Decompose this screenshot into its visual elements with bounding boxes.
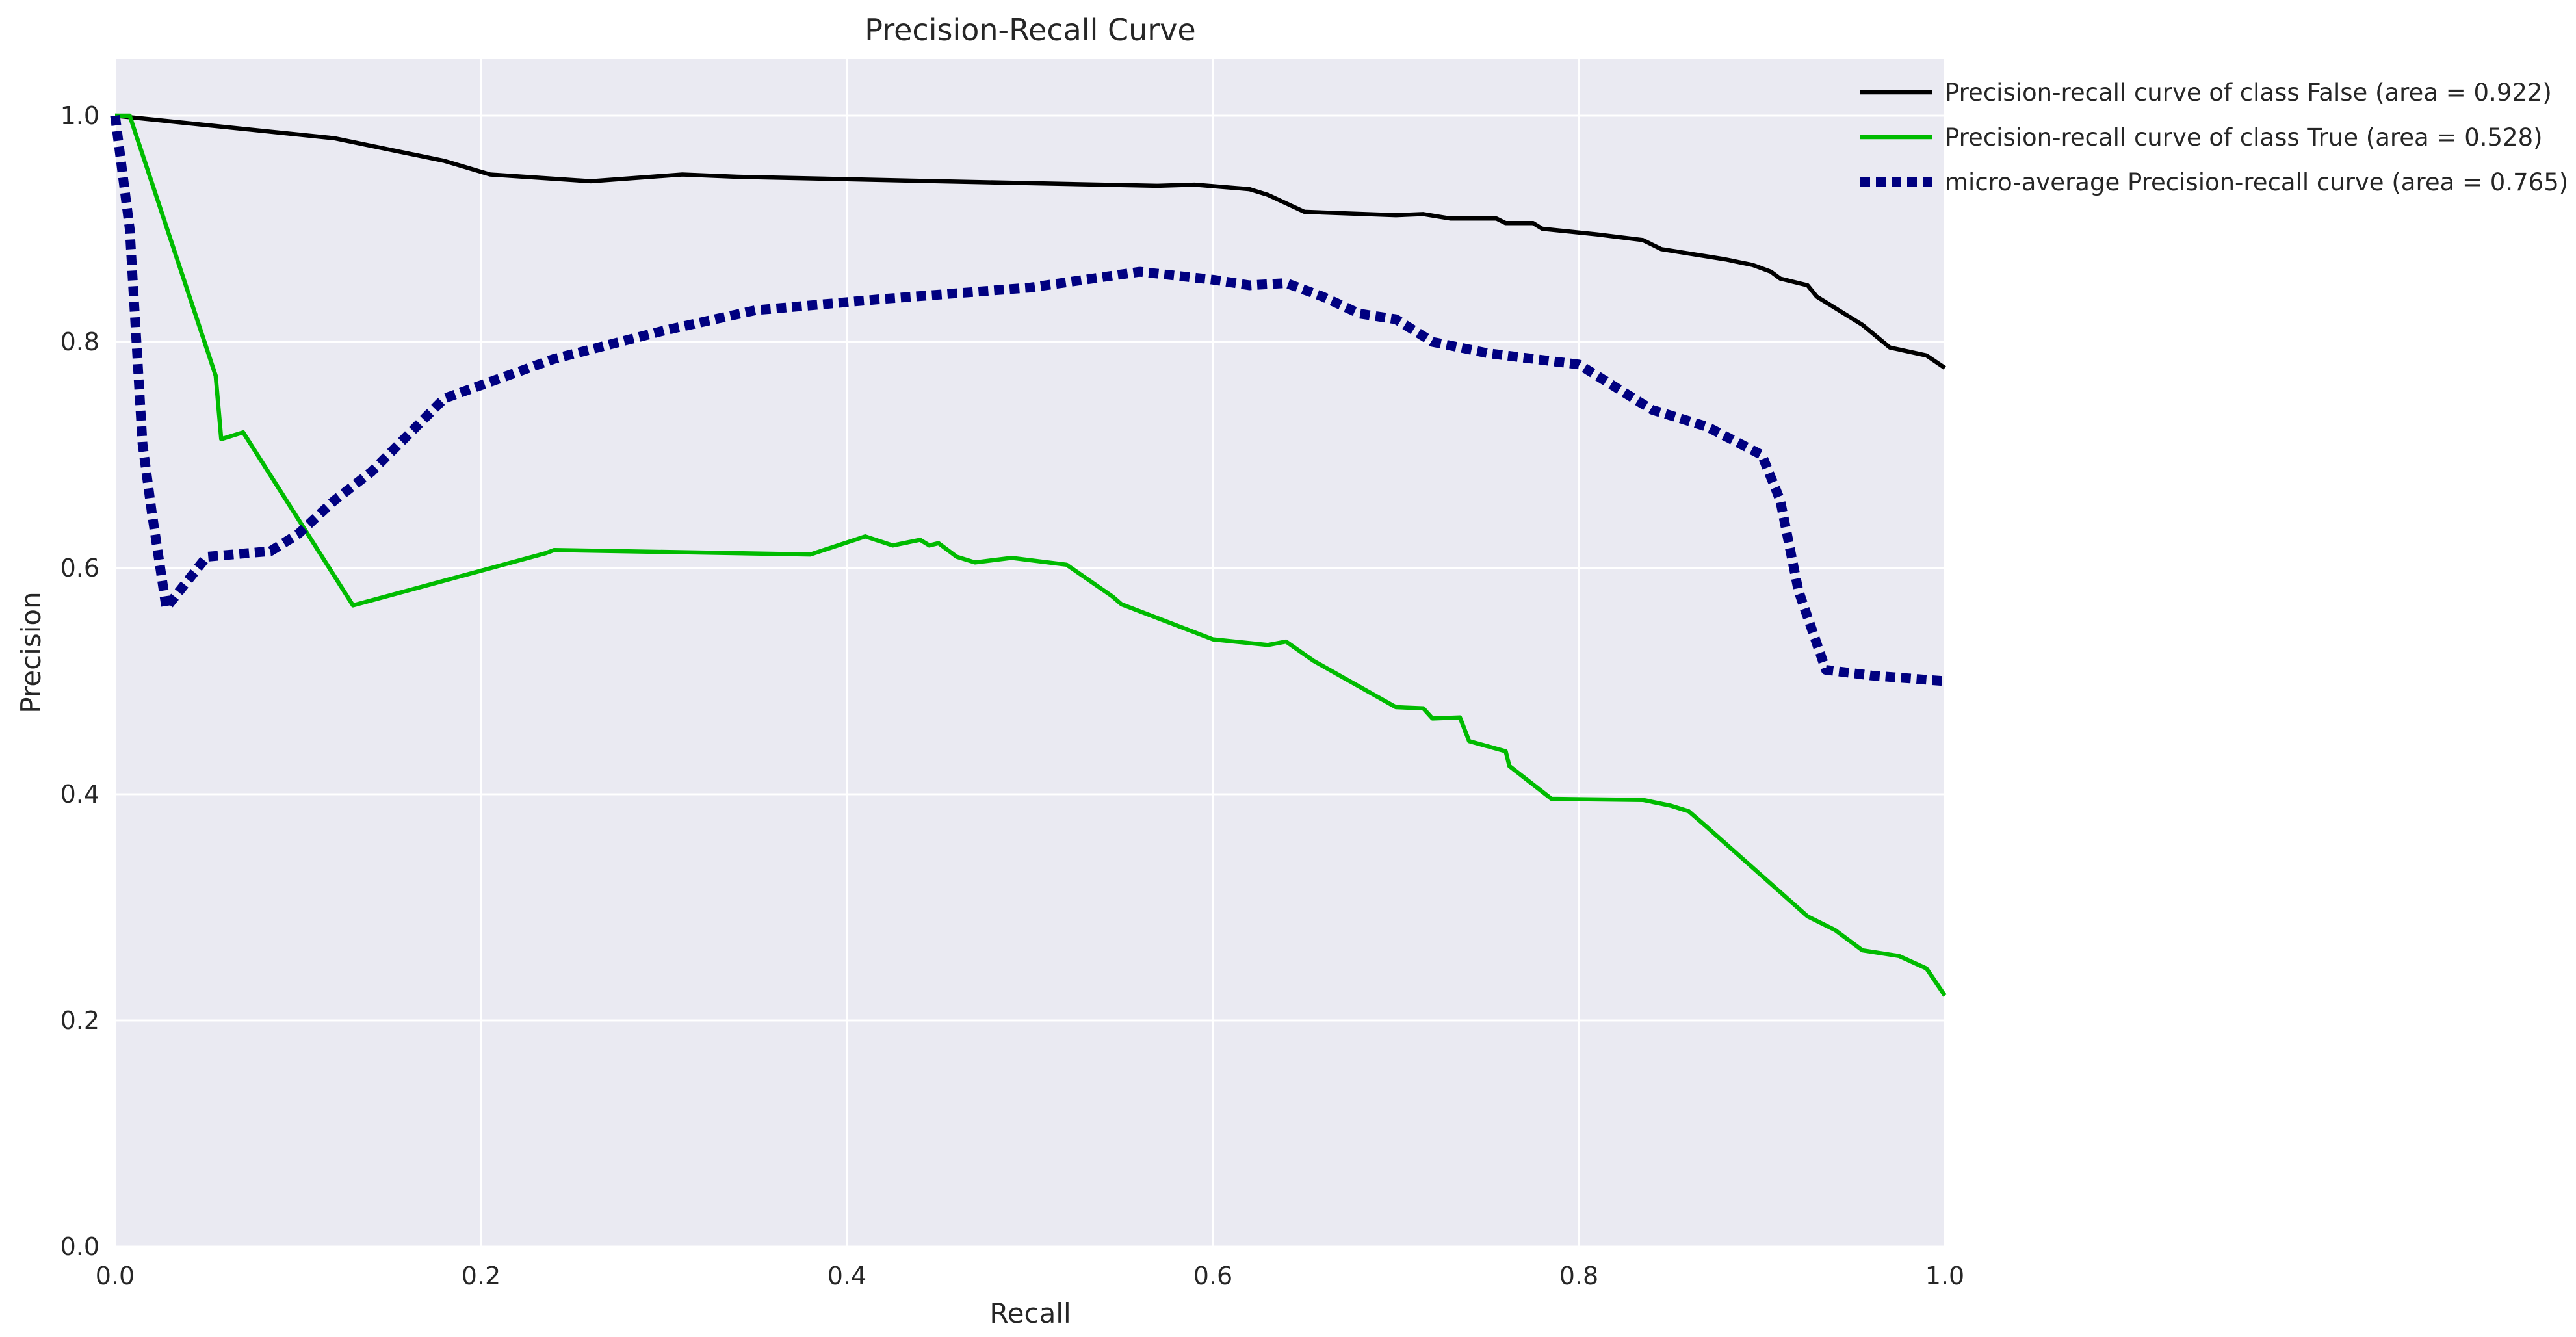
x-tick-label: 0.2	[462, 1262, 501, 1290]
x-tick-label: 0.4	[827, 1262, 866, 1290]
y-tick-label: 1.0	[60, 101, 99, 130]
legend: Precision-recall curve of class False (a…	[1860, 79, 2568, 196]
x-axis-ticks: 0.0 0.2 0.4 0.6 0.8 1.0	[96, 1262, 1964, 1290]
y-tick-label: 0.2	[60, 1006, 99, 1035]
x-tick-label: 0.0	[96, 1262, 135, 1290]
x-tick-label: 0.6	[1193, 1262, 1232, 1290]
y-tick-label: 0.0	[60, 1232, 99, 1261]
y-tick-label: 0.4	[60, 780, 99, 809]
plot-area	[115, 59, 1945, 1247]
y-axis-label: Precision	[15, 591, 47, 713]
y-axis-ticks: 0.0 0.2 0.4 0.6 0.8 1.0	[60, 101, 99, 1261]
x-axis-label: Recall	[989, 1297, 1071, 1329]
series-line-0	[114, 113, 1946, 370]
series-lines	[110, 113, 1947, 997]
grid-lines	[114, 59, 1946, 1248]
legend-label-0: Precision-recall curve of class False (a…	[1945, 79, 2552, 107]
y-tick-label: 0.6	[60, 554, 99, 582]
legend-label-1: Precision-recall curve of class True (ar…	[1945, 123, 2543, 151]
x-tick-label: 0.8	[1559, 1262, 1598, 1290]
series-line-1	[115, 113, 1947, 997]
x-tick-label: 1.0	[1925, 1262, 1964, 1290]
chart-title: Precision-Recall Curve	[865, 12, 1195, 47]
legend-label-2: micro-average Precision-recall curve (ar…	[1945, 168, 2568, 196]
y-tick-label: 0.8	[60, 328, 99, 356]
